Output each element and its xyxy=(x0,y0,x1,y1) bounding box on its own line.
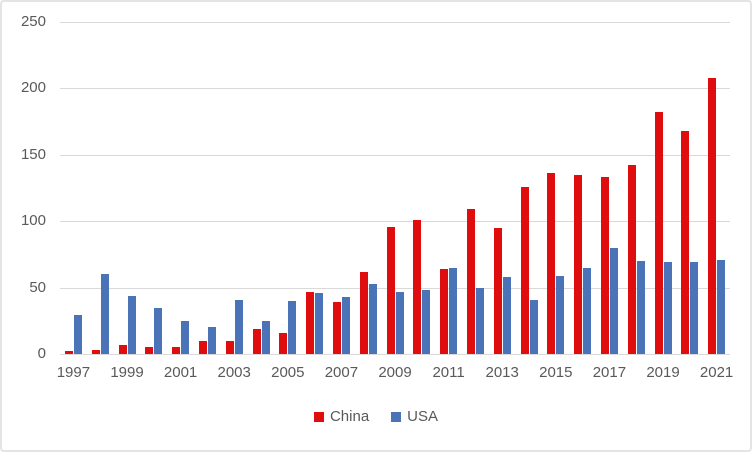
bar-china-1997 xyxy=(64,351,73,354)
bar-usa-2008 xyxy=(368,284,377,354)
bar-china-2005 xyxy=(279,333,288,354)
bar-usa-2019 xyxy=(663,262,672,354)
bar-usa-2015 xyxy=(556,276,565,354)
bar-usa-2017 xyxy=(609,248,618,354)
bar-usa-2006 xyxy=(315,293,324,354)
bar-usa-2010 xyxy=(422,290,431,354)
bar-china-1999 xyxy=(118,345,127,354)
bar-china-2003 xyxy=(225,341,234,354)
gridline-200 xyxy=(60,88,730,90)
bar-usa-2004 xyxy=(261,321,270,354)
bar-usa-2013 xyxy=(502,277,511,354)
gridline-0 xyxy=(60,354,730,355)
gridline-50 xyxy=(60,287,730,289)
x-tick-label: 2021 xyxy=(699,364,734,381)
x-tick-label: 2019 xyxy=(646,364,680,381)
x-tick-label: 2003 xyxy=(217,364,251,381)
y-tick-label: 200 xyxy=(20,79,46,97)
bar-china-2019 xyxy=(654,112,663,354)
bar-china-2014 xyxy=(520,187,529,354)
bar-usa-2012 xyxy=(475,288,484,354)
bar-china-2015 xyxy=(547,173,556,354)
bar-usa-2021 xyxy=(717,260,726,354)
bar-china-2007 xyxy=(332,302,341,354)
x-tick-label: 2015 xyxy=(539,364,573,381)
bar-china-2020 xyxy=(681,131,690,354)
bar-china-2016 xyxy=(574,175,583,354)
bar-china-2013 xyxy=(493,228,502,354)
gridline-100 xyxy=(60,221,730,223)
x-tick-label: 2011 xyxy=(432,364,465,381)
x-tick-label: 2005 xyxy=(271,364,305,381)
gridline-150 xyxy=(60,154,730,156)
bar-usa-2003 xyxy=(234,300,243,354)
bar-china-2002 xyxy=(198,341,207,354)
bar-usa-2001 xyxy=(181,321,190,354)
bar-china-2021 xyxy=(708,78,717,354)
bar-china-2008 xyxy=(359,272,368,354)
bar-china-2012 xyxy=(466,209,475,354)
bar-china-2018 xyxy=(627,165,636,354)
usa-swatch-icon xyxy=(391,411,402,422)
bar-usa-2005 xyxy=(288,301,297,354)
bar-china-2000 xyxy=(145,347,154,354)
bar-china-1998 xyxy=(91,350,100,354)
bar-usa-2002 xyxy=(207,327,216,354)
legend: China USA xyxy=(2,408,750,425)
bar-usa-2020 xyxy=(690,262,699,354)
bar-usa-2011 xyxy=(449,268,458,354)
bar-china-2011 xyxy=(440,269,449,354)
x-tick-label: 2001 xyxy=(163,364,198,381)
bar-usa-2014 xyxy=(529,300,538,354)
x-tick-label: 2013 xyxy=(485,364,519,381)
y-tick-label: 0 xyxy=(37,345,46,362)
x-tick-label: 2009 xyxy=(378,364,412,381)
y-tick-label: 250 xyxy=(20,13,46,30)
bar-usa-1997 xyxy=(73,315,82,354)
x-tick-label: 2007 xyxy=(324,364,359,381)
bar-china-2006 xyxy=(306,292,315,354)
gridline-250 xyxy=(60,22,730,23)
y-tick-label: 150 xyxy=(20,145,46,163)
x-tick-label: 1997 xyxy=(56,364,91,381)
bar-usa-2016 xyxy=(583,268,592,354)
bar-china-2004 xyxy=(252,329,261,354)
bar-usa-2018 xyxy=(636,261,645,354)
x-tick-label: 2017 xyxy=(592,364,627,381)
bar-china-2009 xyxy=(386,227,395,354)
legend-item-china: China xyxy=(313,408,370,425)
legend-label-china: China xyxy=(329,408,370,425)
bar-china-2001 xyxy=(172,347,181,354)
bar-usa-2000 xyxy=(154,308,163,354)
china-swatch-icon xyxy=(313,411,324,422)
bar-china-2017 xyxy=(600,177,609,354)
y-tick-label: 50 xyxy=(29,278,46,296)
bar-usa-2009 xyxy=(395,292,404,354)
bar-usa-1999 xyxy=(127,296,136,354)
y-tick-label: 100 xyxy=(20,212,46,230)
bar-china-2010 xyxy=(413,220,422,354)
legend-item-usa: USA xyxy=(391,408,438,425)
x-tick-label: 1999 xyxy=(110,364,144,381)
bar-usa-1998 xyxy=(100,274,109,354)
legend-label-usa: USA xyxy=(407,408,439,425)
bar-usa-2007 xyxy=(341,297,350,354)
